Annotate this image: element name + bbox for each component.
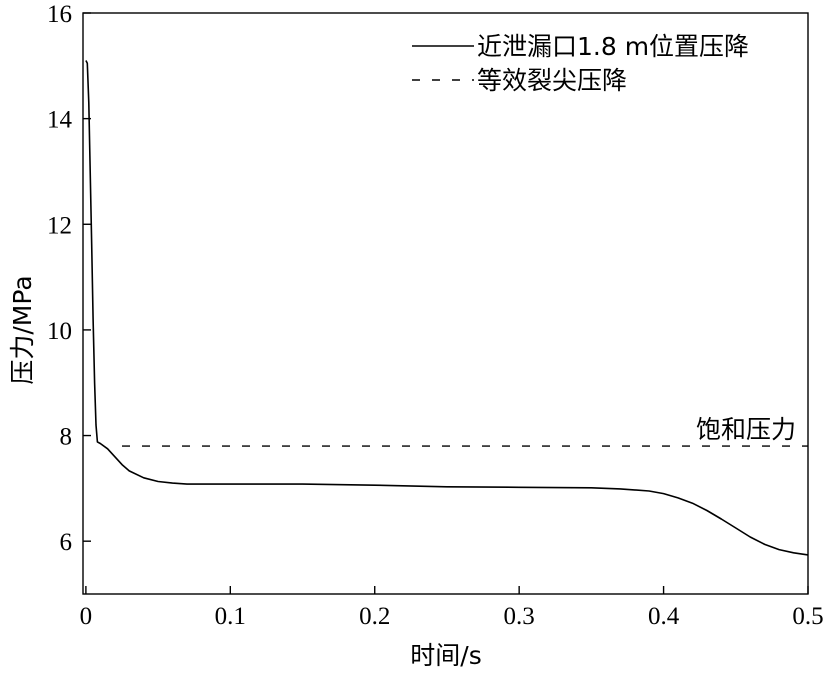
x-axis-ticks: 0 0.1 0.2 0.3 0.4 0.5 (80, 586, 824, 630)
plot-area (82, 12, 809, 595)
y-tick-label: 14 (47, 107, 73, 134)
y-tick-label: 10 (47, 318, 72, 345)
legend-label-series-1: 近泄漏口1.8 m位置压降 (477, 32, 749, 61)
series-line-solid (85, 60, 809, 556)
y-tick-label: 8 (60, 424, 73, 451)
x-tick-label: 0.4 (648, 603, 680, 630)
legend-label-series-2: 等效裂尖压降 (477, 66, 627, 95)
y-axis-ticks: 6 8 10 12 14 16 (47, 1, 91, 556)
legend: 近泄漏口1.8 m位置压降 等效裂尖压降 (412, 32, 749, 95)
y-tick-label: 6 (60, 529, 73, 556)
y-tick-label: 16 (47, 1, 72, 28)
y-axis-title: 压力/MPa (8, 275, 37, 384)
saturation-pressure-label: 饱和压力 (696, 415, 796, 444)
x-tick-label: 0.1 (215, 603, 246, 630)
plot-frame (82, 12, 809, 595)
x-tick-label: 0.5 (792, 603, 823, 630)
x-tick-label: 0 (80, 603, 93, 630)
x-axis-title: 时间/s (410, 641, 481, 670)
x-tick-label: 0.3 (504, 603, 535, 630)
y-tick-label: 12 (47, 212, 72, 239)
series-layer (85, 60, 809, 556)
x-tick-label: 0.2 (359, 603, 390, 630)
